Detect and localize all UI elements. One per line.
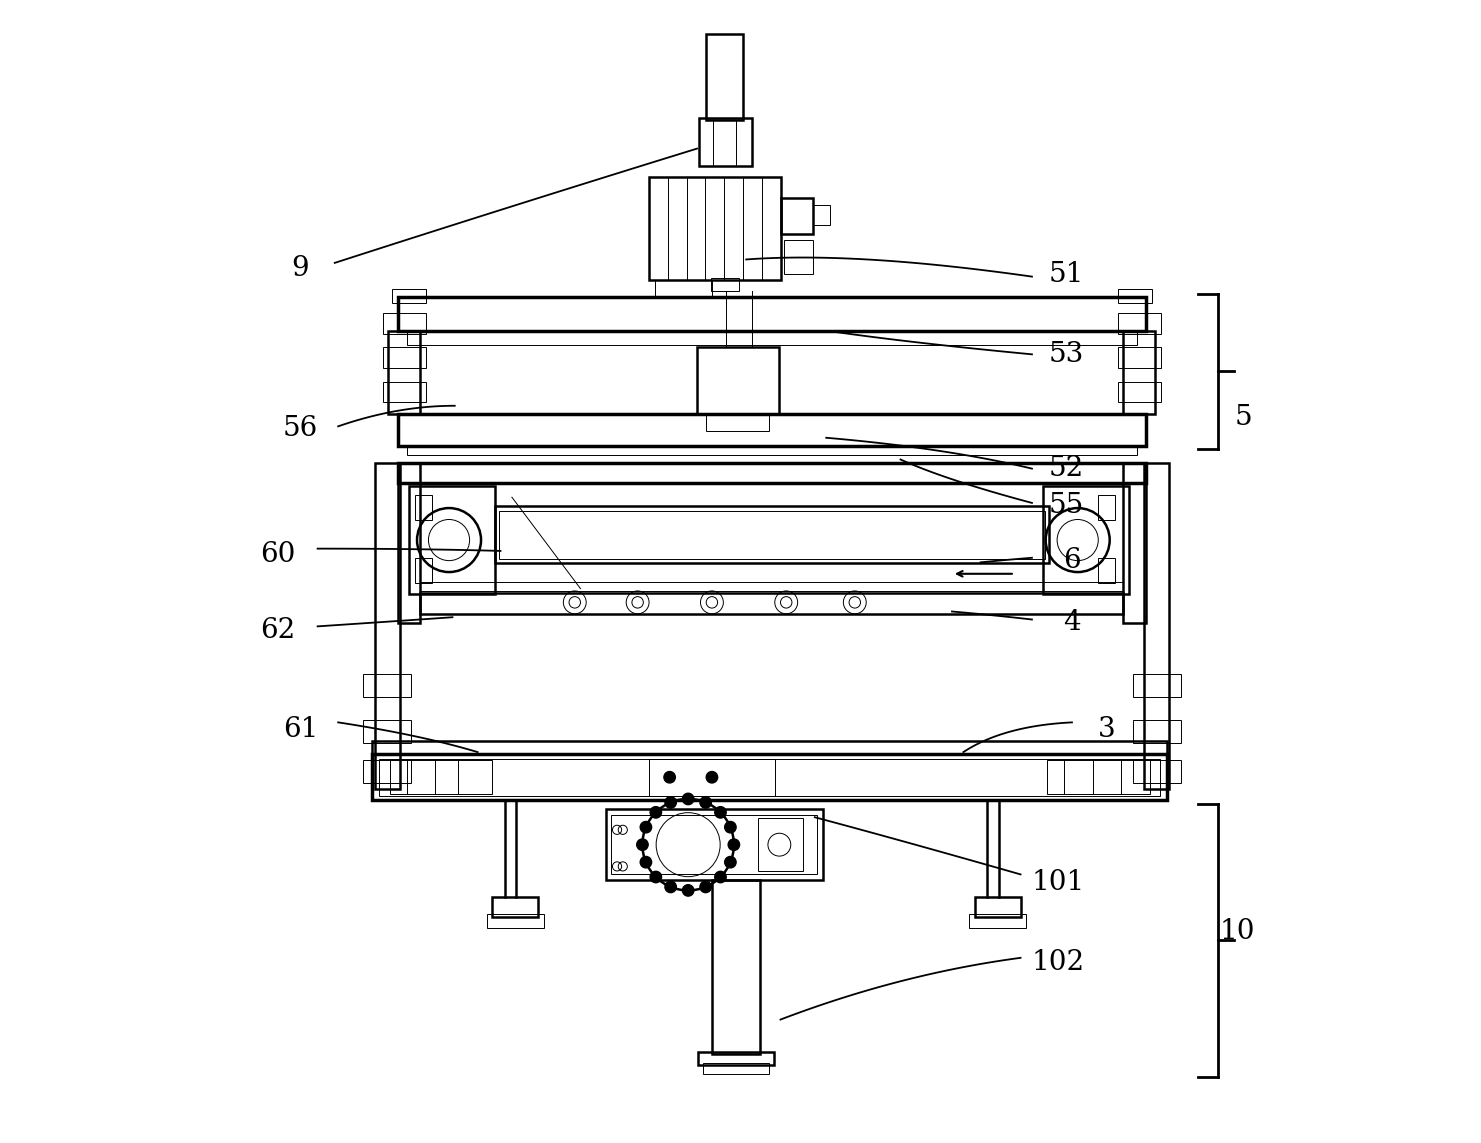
Bar bbox=[1118, 347, 1161, 368]
Text: 102: 102 bbox=[1032, 949, 1084, 976]
Text: 51: 51 bbox=[1049, 261, 1084, 288]
Bar bbox=[407, 445, 1137, 455]
Circle shape bbox=[663, 772, 675, 783]
Circle shape bbox=[683, 885, 695, 896]
Bar bbox=[397, 297, 1146, 331]
Bar bbox=[499, 511, 1044, 559]
Circle shape bbox=[701, 797, 711, 808]
Bar bbox=[780, 198, 813, 234]
Bar bbox=[969, 914, 1026, 928]
Text: 5: 5 bbox=[1235, 403, 1253, 431]
Circle shape bbox=[640, 822, 652, 833]
Bar bbox=[372, 741, 1167, 754]
Bar bbox=[612, 815, 818, 874]
Text: 56: 56 bbox=[283, 415, 318, 442]
Bar bbox=[415, 558, 432, 583]
Bar bbox=[711, 278, 739, 291]
Bar bbox=[397, 463, 421, 623]
Bar bbox=[1099, 495, 1115, 520]
Circle shape bbox=[683, 793, 695, 805]
Bar bbox=[397, 414, 1146, 446]
Bar bbox=[699, 118, 752, 166]
Bar bbox=[495, 506, 1049, 563]
Bar bbox=[974, 897, 1020, 917]
Bar bbox=[649, 759, 775, 796]
Text: 9: 9 bbox=[292, 255, 310, 282]
Bar bbox=[783, 240, 813, 274]
Circle shape bbox=[637, 839, 649, 850]
Bar bbox=[813, 205, 829, 225]
Bar bbox=[363, 720, 412, 743]
Bar bbox=[655, 280, 712, 297]
Text: 61: 61 bbox=[283, 716, 318, 743]
Bar bbox=[1133, 720, 1180, 743]
Bar bbox=[382, 347, 427, 368]
Text: 3: 3 bbox=[1097, 716, 1115, 743]
Text: 4: 4 bbox=[1063, 609, 1081, 637]
Text: 6: 6 bbox=[1063, 546, 1081, 574]
Bar bbox=[493, 897, 538, 917]
Bar bbox=[712, 880, 760, 1054]
Bar bbox=[649, 177, 780, 280]
Circle shape bbox=[701, 881, 711, 893]
Bar bbox=[382, 382, 427, 402]
Bar bbox=[1124, 331, 1155, 414]
Bar bbox=[698, 1052, 773, 1065]
Bar bbox=[1118, 313, 1161, 334]
Bar bbox=[1099, 558, 1115, 583]
Bar bbox=[421, 582, 1124, 591]
Bar bbox=[1143, 463, 1169, 789]
Circle shape bbox=[650, 807, 662, 818]
Bar bbox=[1118, 289, 1152, 303]
Text: 55: 55 bbox=[1049, 491, 1084, 519]
Circle shape bbox=[715, 871, 726, 882]
Bar bbox=[372, 754, 1167, 800]
Bar bbox=[606, 809, 823, 880]
Bar bbox=[706, 34, 743, 120]
Bar bbox=[758, 818, 803, 871]
Bar bbox=[1047, 760, 1149, 794]
Bar bbox=[392, 289, 427, 303]
Text: 53: 53 bbox=[1049, 341, 1084, 368]
Text: 101: 101 bbox=[1032, 869, 1086, 896]
Bar bbox=[415, 495, 432, 520]
Bar bbox=[382, 313, 427, 334]
Bar bbox=[1118, 382, 1161, 402]
Bar bbox=[1133, 674, 1180, 697]
Bar bbox=[421, 593, 1124, 614]
Bar bbox=[388, 331, 421, 414]
Circle shape bbox=[715, 807, 726, 818]
Bar bbox=[390, 760, 493, 794]
Bar bbox=[379, 759, 1160, 796]
Text: 60: 60 bbox=[259, 541, 295, 568]
Bar bbox=[363, 760, 412, 783]
Text: 62: 62 bbox=[261, 617, 295, 645]
Circle shape bbox=[640, 856, 652, 868]
Bar bbox=[363, 674, 412, 697]
Circle shape bbox=[724, 822, 736, 833]
Circle shape bbox=[729, 839, 739, 850]
Bar bbox=[1124, 463, 1146, 623]
Bar bbox=[1044, 486, 1129, 594]
Bar bbox=[1133, 760, 1180, 783]
Bar bbox=[407, 330, 1137, 345]
Bar bbox=[375, 463, 400, 789]
Circle shape bbox=[706, 772, 718, 783]
Text: 10: 10 bbox=[1220, 918, 1256, 945]
Circle shape bbox=[665, 797, 677, 808]
Bar bbox=[487, 914, 544, 928]
Bar bbox=[706, 413, 769, 431]
Circle shape bbox=[665, 881, 677, 893]
Bar bbox=[397, 463, 1146, 483]
Bar bbox=[698, 347, 779, 414]
Text: 52: 52 bbox=[1049, 455, 1084, 482]
Bar bbox=[703, 1063, 769, 1074]
Bar bbox=[409, 486, 495, 594]
Circle shape bbox=[650, 871, 662, 882]
Circle shape bbox=[724, 856, 736, 868]
